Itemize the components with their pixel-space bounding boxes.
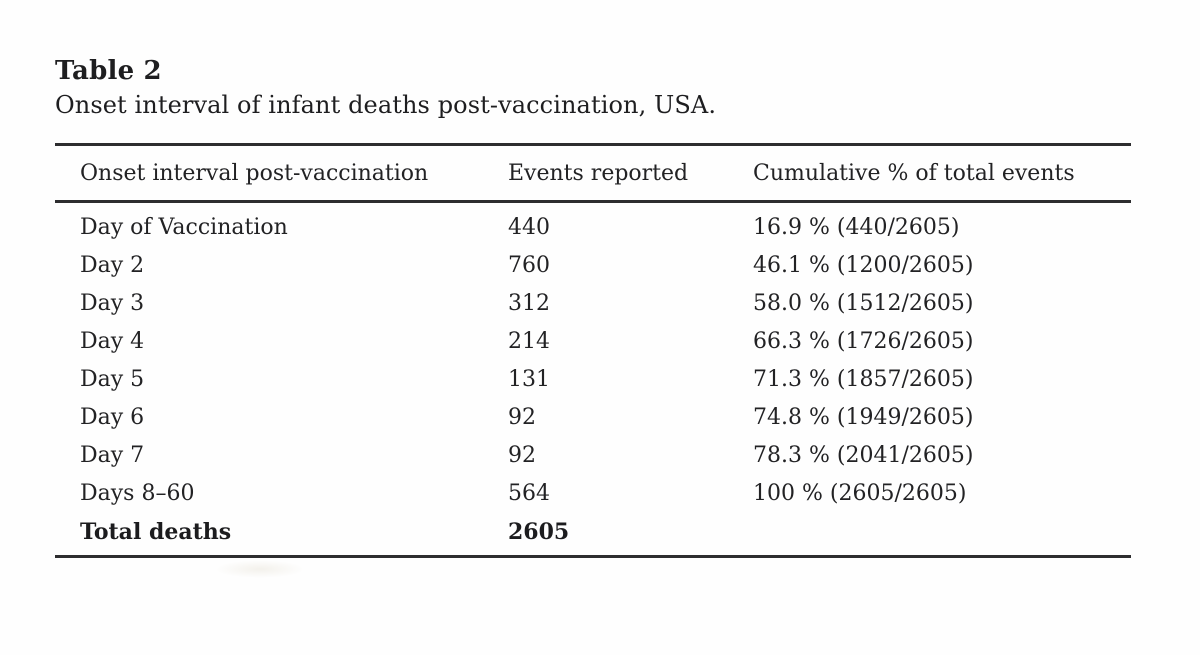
events-cell: 92 <box>508 442 536 468</box>
column-header-events: Events reported <box>508 160 689 186</box>
interval-cell: Day 5 <box>80 366 145 392</box>
cumulative-cell: 46.1 % (1200/2605) <box>753 252 974 278</box>
table-top-rule <box>55 143 1131 146</box>
cumulative-cell: 16.9 % (440/2605) <box>753 214 960 240</box>
table-row: Day of Vaccination 440 16.9 % (440/2605) <box>55 209 1131 247</box>
interval-cell: Total deaths <box>80 518 232 545</box>
interval-cell: Day 4 <box>80 328 145 354</box>
events-cell: 131 <box>508 366 550 392</box>
interval-cell: Day 3 <box>80 290 145 316</box>
column-header-interval: Onset interval post-vaccination <box>80 160 429 186</box>
events-cell: 2605 <box>508 518 570 545</box>
cumulative-cell: 100 % (2605/2605) <box>753 480 967 506</box>
interval-cell: Day 2 <box>80 252 145 278</box>
table-row: Day 3 312 58.0 % (1512/2605) <box>55 285 1131 323</box>
interval-cell: Days 8–60 <box>80 480 195 506</box>
table-row: Day 5 131 71.3 % (1857/2605) <box>55 361 1131 399</box>
events-cell: 760 <box>508 252 550 278</box>
events-cell: 312 <box>508 290 550 316</box>
data-table: Onset interval post-vaccination Events r… <box>55 143 1131 558</box>
events-cell: 564 <box>508 480 550 506</box>
interval-cell: Day 6 <box>80 404 145 430</box>
events-cell: 440 <box>508 214 550 240</box>
interval-cell: Day of Vaccination <box>80 214 288 240</box>
table-row: Day 4 214 66.3 % (1726/2605) <box>55 323 1131 361</box>
table-row: Day 7 92 78.3 % (2041/2605) <box>55 437 1131 475</box>
interval-cell: Day 7 <box>80 442 145 468</box>
cumulative-cell: 78.3 % (2041/2605) <box>753 442 974 468</box>
table-bottom-rule <box>55 554 1131 558</box>
cumulative-cell: 66.3 % (1726/2605) <box>753 328 974 354</box>
cumulative-cell: 71.3 % (1857/2605) <box>753 366 974 392</box>
cumulative-cell <box>753 513 1131 551</box>
table-label: Table 2 <box>55 56 162 86</box>
table-header-row: Onset interval post-vaccination Events r… <box>55 146 1131 200</box>
table-header-rule <box>55 200 1131 203</box>
table-caption: Onset interval of infant deaths post-vac… <box>55 91 717 119</box>
events-cell: 92 <box>508 404 536 430</box>
scan-smudge-artifact <box>215 560 305 578</box>
cumulative-cell: 74.8 % (1949/2605) <box>753 404 974 430</box>
table-row: Day 6 92 74.8 % (1949/2605) <box>55 399 1131 437</box>
column-header-cumulative: Cumulative % of total events <box>753 160 1075 186</box>
table-row: Day 2 760 46.1 % (1200/2605) <box>55 247 1131 285</box>
table-body: Day of Vaccination 440 16.9 % (440/2605)… <box>55 203 1131 555</box>
table-row: Days 8–60 564 100 % (2605/2605) <box>55 475 1131 513</box>
cumulative-cell: 58.0 % (1512/2605) <box>753 290 974 316</box>
events-cell: 214 <box>508 328 550 354</box>
table-row-total: Total deaths 2605 <box>55 513 1131 551</box>
